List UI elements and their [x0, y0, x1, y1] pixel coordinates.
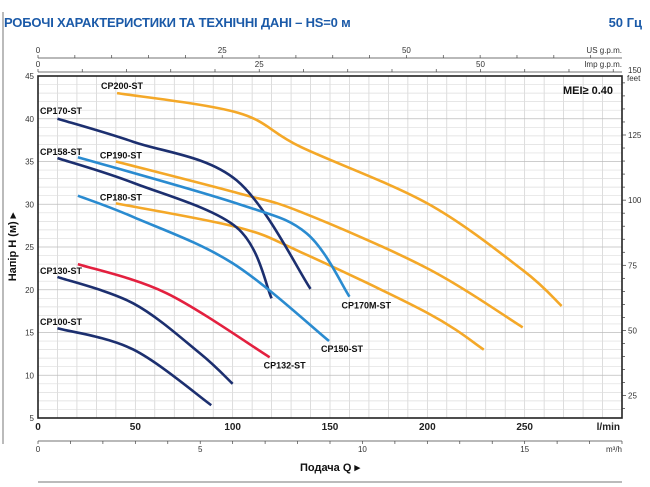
y-tick-label: 40: [25, 115, 34, 124]
curve-cp190-st: [115, 160, 524, 329]
x-axis-title: Подача Q ▸: [300, 462, 360, 474]
x-unit-label: l/min: [597, 422, 620, 433]
feet-tick-label: 150: [628, 66, 642, 75]
imp-gpm-tick-label: 50: [476, 60, 485, 69]
x-tick-label: 200: [419, 422, 436, 433]
curve-cp200-st: [116, 91, 563, 307]
y-tick-label: 45: [25, 72, 34, 81]
label-cp132-st: CP132-ST: [264, 360, 307, 370]
m3h-tick-label: 0: [36, 445, 41, 454]
m3h-tick-label: 15: [520, 445, 529, 454]
m3h-tick-label: 5: [198, 445, 203, 454]
label-cp180-st: CP180-ST: [100, 192, 143, 202]
y-tick-label: 15: [25, 329, 34, 338]
y-tick-label: 10: [25, 371, 34, 380]
feet-unit-label: feet: [627, 74, 641, 83]
grid: [38, 76, 622, 418]
curve-cp170m-st: [77, 155, 351, 298]
imp-gpm-tick-label: 0: [36, 60, 41, 69]
y-tick-label: 5: [30, 414, 35, 423]
us-gpm-tick-label: 50: [402, 46, 411, 55]
us-gpm-unit-label: US g.p.m.: [586, 46, 622, 55]
label-cp190-st: CP190-ST: [100, 151, 143, 161]
m3h-tick-label: 10: [358, 445, 367, 454]
feet-tick-label: 50: [628, 326, 637, 335]
curve-cp100-st: [57, 326, 213, 407]
label-cp170m-st: CP170M-ST: [341, 301, 391, 311]
label-cp100-st: CP100-ST: [40, 317, 83, 327]
x-tick-label: 250: [516, 422, 533, 433]
curve-labels: CP200-ST CP190-ST CP180-ST CP170-ST CP158-ST…: [40, 81, 391, 370]
curve-cp180-st: [115, 202, 485, 351]
label-cp150-st: CP150-ST: [321, 344, 364, 354]
feet-tick-label: 25: [628, 392, 637, 401]
feet-tick-label: 125: [628, 131, 642, 140]
frequency-label: 50 Гц: [608, 15, 642, 30]
y-tick-label: 35: [25, 158, 34, 167]
curve-cp132-st: [77, 262, 271, 359]
us-gpm-tick-label: 25: [218, 46, 227, 55]
y-axis-title: Напір H (м) ▸: [7, 212, 19, 281]
curve-cp158-st: [57, 156, 273, 299]
mei-annotation: MEI≥ 0.40: [563, 85, 613, 97]
curves: [57, 91, 563, 407]
label-cp158-st: CP158-ST: [40, 147, 83, 157]
us-gpm-tick-label: 0: [36, 46, 41, 55]
y-tick-label: 25: [25, 243, 34, 252]
feet-tick-label: 100: [628, 196, 642, 205]
x-tick-label: 0: [35, 422, 41, 433]
curve-cp130-st: [57, 275, 234, 385]
x-tick-label: 150: [322, 422, 339, 433]
curve-cp170-st: [57, 117, 312, 290]
label-cp170-st: CP170-ST: [40, 106, 83, 116]
imp-gpm-tick-label: 25: [255, 60, 264, 69]
label-cp130-st: CP130-ST: [40, 266, 83, 276]
x-tick-label: 100: [224, 422, 241, 433]
y-tick-label: 30: [25, 200, 34, 209]
m3h-unit-label: m³/h: [606, 445, 622, 454]
feet-tick-label: 75: [628, 261, 637, 270]
x-tick-label: 50: [130, 422, 142, 433]
label-cp200-st: CP200-ST: [101, 81, 144, 91]
y-tick-label: 20: [25, 286, 34, 295]
curve-cp150-st: [77, 194, 330, 343]
imp-gpm-unit-label: Imp g.p.m.: [584, 60, 622, 69]
page-title: РОБОЧІ ХАРАКТЕРИСТИКИ ТА ТЕХНІЧНІ ДАНІ –…: [4, 15, 351, 30]
plot-frame: [37, 75, 623, 419]
